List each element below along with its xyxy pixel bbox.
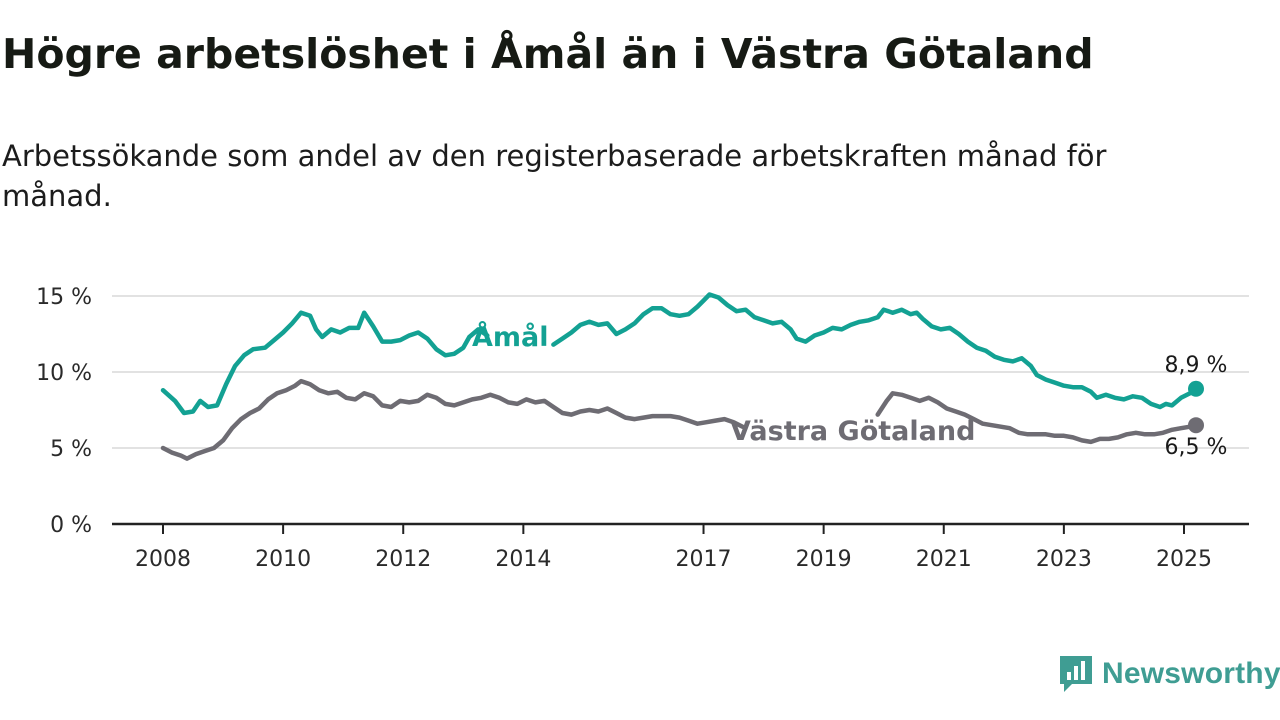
chart-title: Högre arbetslöshet i Åmål än i Västra Gö… (2, 30, 1094, 78)
end-point-vastra-gotaland (1188, 417, 1204, 434)
brand-name: Newsworthy (1102, 657, 1280, 690)
x-tick-label: 2010 (255, 547, 311, 572)
x-tick-label: 2025 (1156, 547, 1212, 572)
series-line-amal (160, 310, 490, 416)
end-points (1188, 380, 1204, 434)
y-axis-labels: 0 % 5 % 10 % 15 % (36, 285, 92, 538)
newsworthy-logo: Newsworthy (1058, 654, 1280, 694)
series-lines (160, 292, 1199, 461)
end-point-amal (1188, 380, 1204, 397)
x-tick-label: 2017 (676, 547, 732, 572)
series-label-amal: Åmål (472, 321, 549, 353)
y-tick-label: 15 % (36, 285, 92, 310)
end-label-amal: 8,9 % (1165, 353, 1228, 378)
y-tick-label: 5 % (50, 437, 92, 462)
series-line-vastra-gotaland (875, 391, 1199, 445)
x-axis-labels: 2008 2010 2012 2014 2017 2019 2021 2023 2025 (135, 547, 1212, 572)
gridlines (112, 295, 1249, 449)
x-tick-label: 2008 (135, 547, 191, 572)
end-label-vastra-gotaland: 6,5 % (1165, 435, 1228, 460)
x-tick-label: 2021 (916, 547, 972, 572)
x-tick-label: 2019 (796, 547, 852, 572)
newsworthy-logo-icon (1060, 656, 1092, 692)
chart-subtitle: Arbetssökande som andel av den registerb… (2, 139, 1107, 213)
x-tick-label: 2012 (375, 547, 431, 572)
x-axis-ticks (162, 524, 1185, 534)
y-tick-label: 0 % (50, 513, 92, 538)
y-tick-label: 10 % (36, 361, 92, 386)
x-tick-label: 2014 (495, 547, 551, 572)
series-line-vastra-gotaland (160, 378, 745, 461)
series-label-vastra-gotaland: Västra Götaland (730, 416, 975, 447)
series-line-amal (551, 292, 1199, 410)
x-tick-label: 2023 (1036, 547, 1092, 572)
